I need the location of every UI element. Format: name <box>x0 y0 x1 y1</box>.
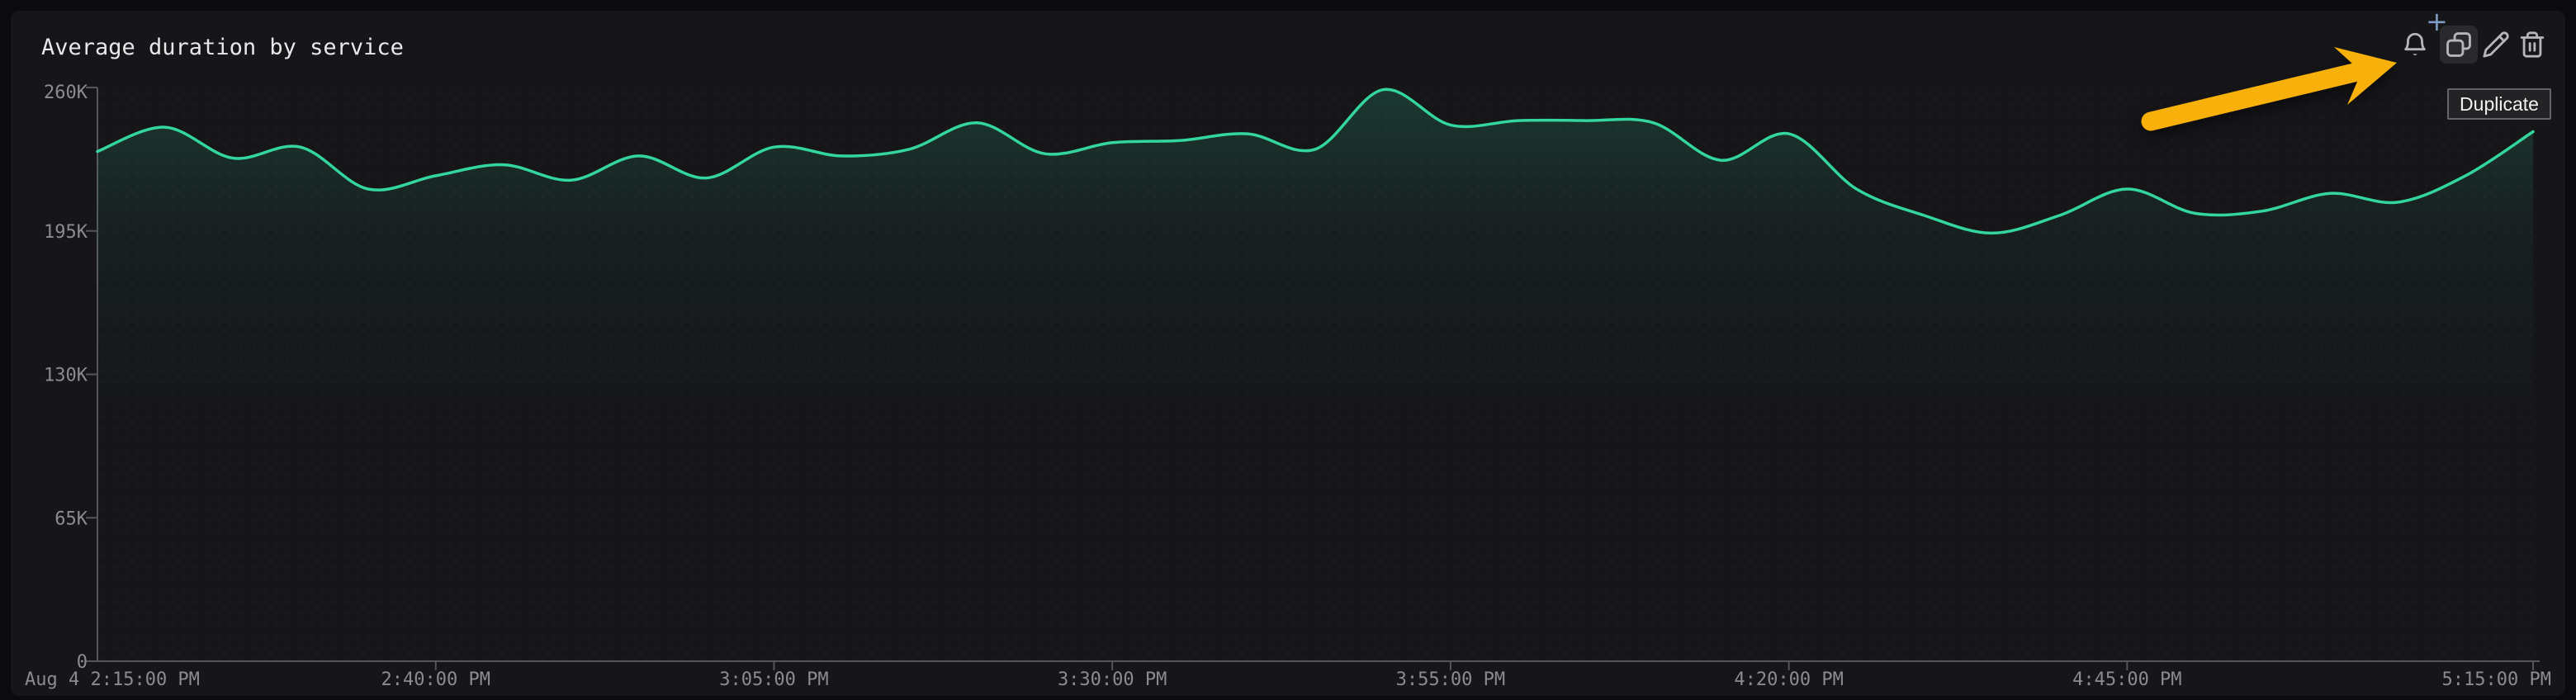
x-tick-label: 5:15:00 PM <box>2442 669 2551 690</box>
duplicate-tooltip: Duplicate <box>2447 88 2551 120</box>
create-monitor-button[interactable] <box>2396 26 2434 64</box>
chart-title: Average duration by service <box>41 35 404 60</box>
copy-icon <box>2446 32 2471 57</box>
x-tick-label: 3:55:00 PM <box>1396 669 1505 690</box>
series-line <box>96 88 2535 235</box>
y-tick-label: 195K <box>44 222 88 243</box>
x-tick-label: 4:20:00 PM <box>1734 669 1843 690</box>
x-tick-label: 4:45:00 PM <box>2072 669 2181 690</box>
pencil-icon <box>2483 31 2509 58</box>
trash-icon <box>2520 31 2545 58</box>
duplicate-button[interactable] <box>2440 26 2478 64</box>
x-tick-label: 2:40:00 PM <box>381 669 490 690</box>
edit-button[interactable] <box>2477 26 2515 64</box>
bell-plus-icon <box>2404 32 2426 55</box>
delete-button[interactable] <box>2513 26 2551 64</box>
x-tick-label: 3:30:00 PM <box>1058 669 1167 690</box>
y-tick-label: 260K <box>44 83 88 103</box>
x-tick-label: 3:05:00 PM <box>719 669 828 690</box>
series-area <box>97 89 2533 662</box>
x-tick-label: Aug 4 2:15:00 PM <box>25 669 200 690</box>
y-tick-label: 0 <box>77 652 88 673</box>
y-tick-label: 130K <box>44 366 88 386</box>
y-tick-label: 65K <box>54 508 88 529</box>
